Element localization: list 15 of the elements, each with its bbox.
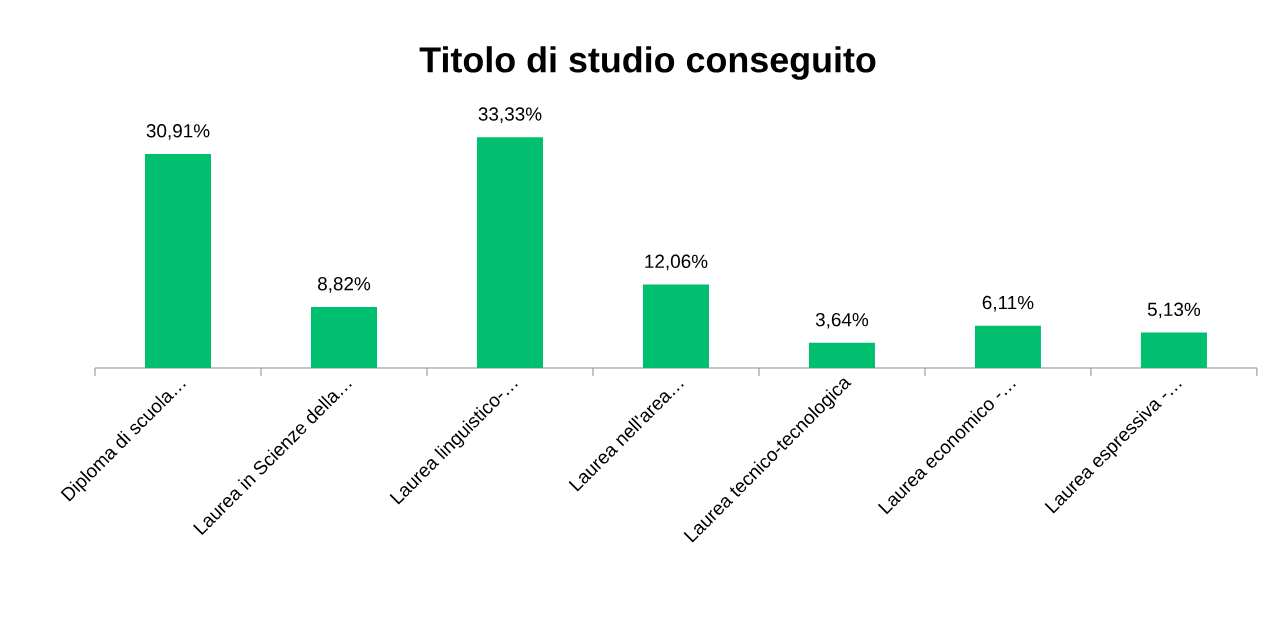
bar [1140, 332, 1207, 368]
bar [476, 137, 543, 368]
data-label: 8,82% [317, 277, 371, 293]
bar [642, 284, 709, 368]
chart-title: Titolo di studio conseguito [419, 46, 876, 80]
data-label: 30,91% [146, 124, 210, 140]
bar [310, 306, 377, 368]
bar [145, 153, 211, 368]
bar [808, 342, 875, 368]
data-label: 6,11% [982, 295, 1034, 312]
data-label: 3,64% [815, 312, 869, 329]
data-label: 5,13% [1147, 302, 1201, 319]
data-label: 33,33% [478, 107, 542, 123]
bar [974, 325, 1041, 368]
data-label: 12,06% [645, 254, 708, 271]
